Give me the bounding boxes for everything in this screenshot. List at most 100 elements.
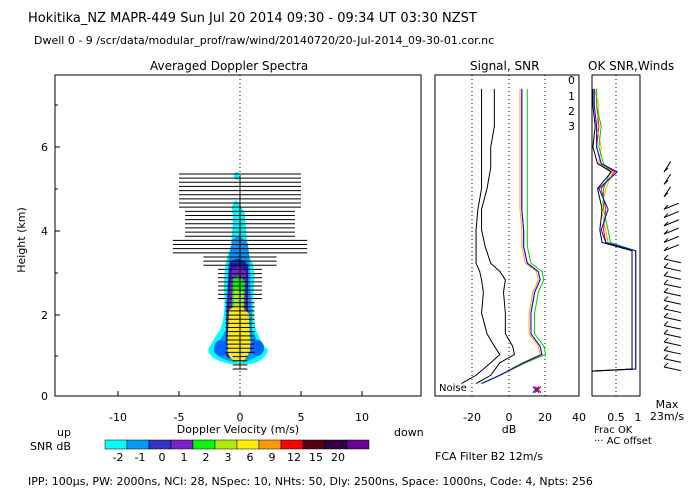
frac-tick-label: 0.5: [607, 411, 625, 424]
wind-barb: [663, 258, 682, 264]
wind-barb-flag: [663, 204, 669, 210]
wind-barb-flag: [663, 271, 669, 277]
colorbar-swatch: [324, 439, 348, 450]
ac-offset-label: ··· AC offset: [594, 436, 652, 447]
ok-line-ac: [591, 88, 633, 384]
wind-barb-flag: [663, 192, 669, 198]
wind-barb: [663, 358, 682, 363]
chart-subtitle: Dwell 0 - 9 /scr/data/modular_prof/raw/w…: [34, 34, 495, 47]
footer-params: IPP: 100µs, PW: 2000ns, NCI: 28, NSpec: …: [28, 475, 593, 488]
db-tick-label: -20: [463, 411, 481, 424]
velocity-tick-label: 10: [355, 411, 369, 424]
colorbar-tick-label: 9: [269, 451, 276, 464]
colorbar-swatch: [192, 439, 216, 450]
ok-line-beam1: [591, 88, 637, 384]
wind-barb-flag: [663, 304, 669, 310]
wind-barb-flag: [663, 213, 669, 218]
ok-line-beam3: [591, 88, 637, 384]
height-tick-label: 6: [41, 141, 48, 154]
wind-barb: [663, 227, 680, 235]
wind-barb: [663, 219, 680, 227]
snr-legend-label: SNR dB: [30, 440, 71, 453]
colorbar-tick-label: 6: [247, 451, 254, 464]
colorbar-tick-label: 15: [309, 451, 323, 464]
noise-label: Noise: [439, 383, 467, 394]
wind-barb: [663, 266, 682, 272]
wind-barb-flag: [663, 221, 669, 227]
wind-barb-flag: [663, 287, 669, 293]
snr-frame: [434, 74, 580, 397]
spectra-frame: [54, 74, 422, 397]
db-tick-label: 40: [572, 411, 586, 424]
wind-barb-flag: [663, 246, 669, 252]
snr-profiles: [461, 88, 547, 385]
velocity-ticks: [117, 391, 363, 396]
ok-panel-title: OK SNR,Winds: [588, 59, 675, 73]
wind-barb-flag: [663, 296, 669, 301]
height-tick-label: 4: [41, 225, 48, 238]
beam-legend-label: 0: [568, 74, 575, 87]
snr-line-beam3: [481, 88, 543, 385]
beam-legend-label: 1: [568, 90, 575, 103]
wind-barb-flag: [663, 179, 669, 185]
colorbar-swatch: [104, 439, 128, 450]
colorbar-tick-label: 0: [159, 451, 166, 464]
wind-barb: [663, 324, 682, 330]
wind-barb: [663, 244, 680, 252]
wind-barb: [663, 366, 682, 372]
colorbar-swatch: [302, 439, 326, 450]
colorbar-tick-label: 3: [225, 451, 232, 464]
colorbar-swatch: [236, 439, 260, 450]
height-tick-label: 0: [41, 390, 48, 403]
signal-line: [461, 88, 501, 384]
colorbar-tick-label: 20: [331, 451, 345, 464]
wind-barbs: [663, 161, 682, 372]
height-axis-label: Height (km): [15, 207, 28, 273]
colorbar-swatch: [258, 439, 282, 450]
wind-barb: [663, 333, 682, 338]
wind-barb: [663, 283, 682, 289]
colorbar-swatch: [214, 439, 238, 450]
colorbar-tick-label: -1: [135, 451, 146, 464]
colorbar-swatch: [280, 439, 304, 450]
spectra-contours: [208, 172, 268, 364]
velocity-tick-label: 5: [298, 411, 305, 424]
velocity-tick-label: 0: [237, 411, 244, 424]
height-tick-label: 2: [41, 309, 48, 322]
velocity-tick-label: -10: [109, 411, 127, 424]
down-label: down: [394, 426, 424, 439]
colorbar-tick-label: 1: [181, 451, 188, 464]
db-tick-label: 0: [506, 411, 513, 424]
spectra-panel-title: Averaged Doppler Spectra: [150, 59, 309, 73]
snr-colorbar-labels: -2 -1 0 1 2 3 6 9 12 15 20: [113, 451, 345, 464]
snr-panel-title: Signal, SNR: [470, 59, 540, 73]
colorbar-swatch: [148, 439, 172, 450]
spectral-width-bars: [172, 173, 308, 370]
filter-text: FCA Filter B2 12m/s: [435, 450, 543, 463]
wind-barb-flag: [663, 321, 669, 326]
wind-barb-flag: [663, 345, 669, 351]
beam-legend-label: 3: [568, 120, 575, 133]
velocity-axis-label: Doppler Velocity (m/s): [177, 423, 299, 436]
wind-barb: [663, 291, 682, 297]
beam-legend-label: 2: [568, 105, 575, 118]
wind-barb: [663, 341, 682, 347]
velocity-tick-label: -5: [174, 411, 185, 424]
wind-barb-flag: [663, 312, 669, 318]
wind-barb-flag: [663, 254, 669, 260]
noise-marker: ✕: [531, 383, 541, 397]
wind-barb-flag: [663, 167, 669, 173]
db-axis-label: dB: [502, 423, 517, 436]
snr-line-beam1: [481, 88, 541, 385]
wind-barb: [663, 308, 682, 314]
colorbar-swatch: [126, 439, 150, 450]
signal-line: [475, 88, 516, 384]
snr-line-beam2: [481, 88, 547, 385]
wind-barb: [663, 210, 680, 219]
chart-title: Hokitika_NZ MAPR-449 Sun Jul 20 2014 09:…: [28, 11, 477, 26]
height-ticks: [55, 104, 60, 397]
wind-barb-flag: [663, 329, 669, 335]
max-label: Max: [656, 398, 679, 411]
colorbar-swatch: [346, 439, 370, 450]
db-tick-label: 20: [538, 411, 552, 424]
